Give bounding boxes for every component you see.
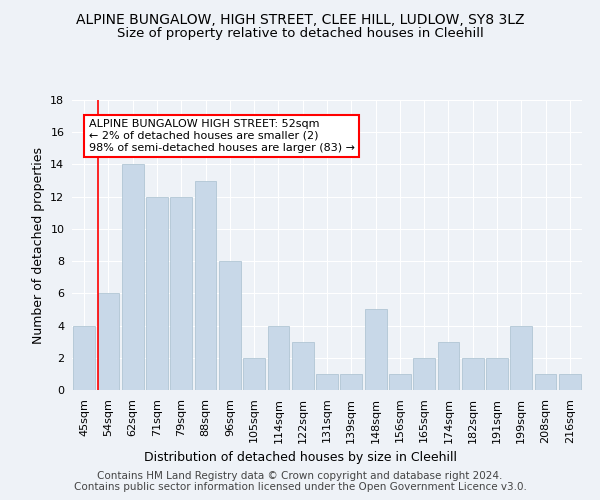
Text: Contains HM Land Registry data © Crown copyright and database right 2024.
Contai: Contains HM Land Registry data © Crown c…	[74, 471, 526, 492]
Bar	[365, 310, 386, 390]
Bar	[170, 196, 192, 390]
Bar	[97, 294, 119, 390]
Bar	[243, 358, 265, 390]
Text: ALPINE BUNGALOW, HIGH STREET, CLEE HILL, LUDLOW, SY8 3LZ: ALPINE BUNGALOW, HIGH STREET, CLEE HILL,…	[76, 12, 524, 26]
Text: ALPINE BUNGALOW HIGH STREET: 52sqm
← 2% of detached houses are smaller (2)
98% o: ALPINE BUNGALOW HIGH STREET: 52sqm ← 2% …	[89, 120, 355, 152]
Bar	[413, 358, 435, 390]
Bar	[146, 196, 168, 390]
Bar	[268, 326, 289, 390]
Bar	[486, 358, 508, 390]
Bar	[511, 326, 532, 390]
Bar	[219, 261, 241, 390]
Y-axis label: Number of detached properties: Number of detached properties	[32, 146, 44, 344]
Bar	[122, 164, 143, 390]
Bar	[437, 342, 460, 390]
Bar	[73, 326, 95, 390]
Text: Size of property relative to detached houses in Cleehill: Size of property relative to detached ho…	[116, 28, 484, 40]
Text: Distribution of detached houses by size in Cleehill: Distribution of detached houses by size …	[143, 451, 457, 464]
Bar	[340, 374, 362, 390]
Bar	[194, 180, 217, 390]
Bar	[316, 374, 338, 390]
Bar	[559, 374, 581, 390]
Bar	[292, 342, 314, 390]
Bar	[462, 358, 484, 390]
Bar	[389, 374, 411, 390]
Bar	[535, 374, 556, 390]
